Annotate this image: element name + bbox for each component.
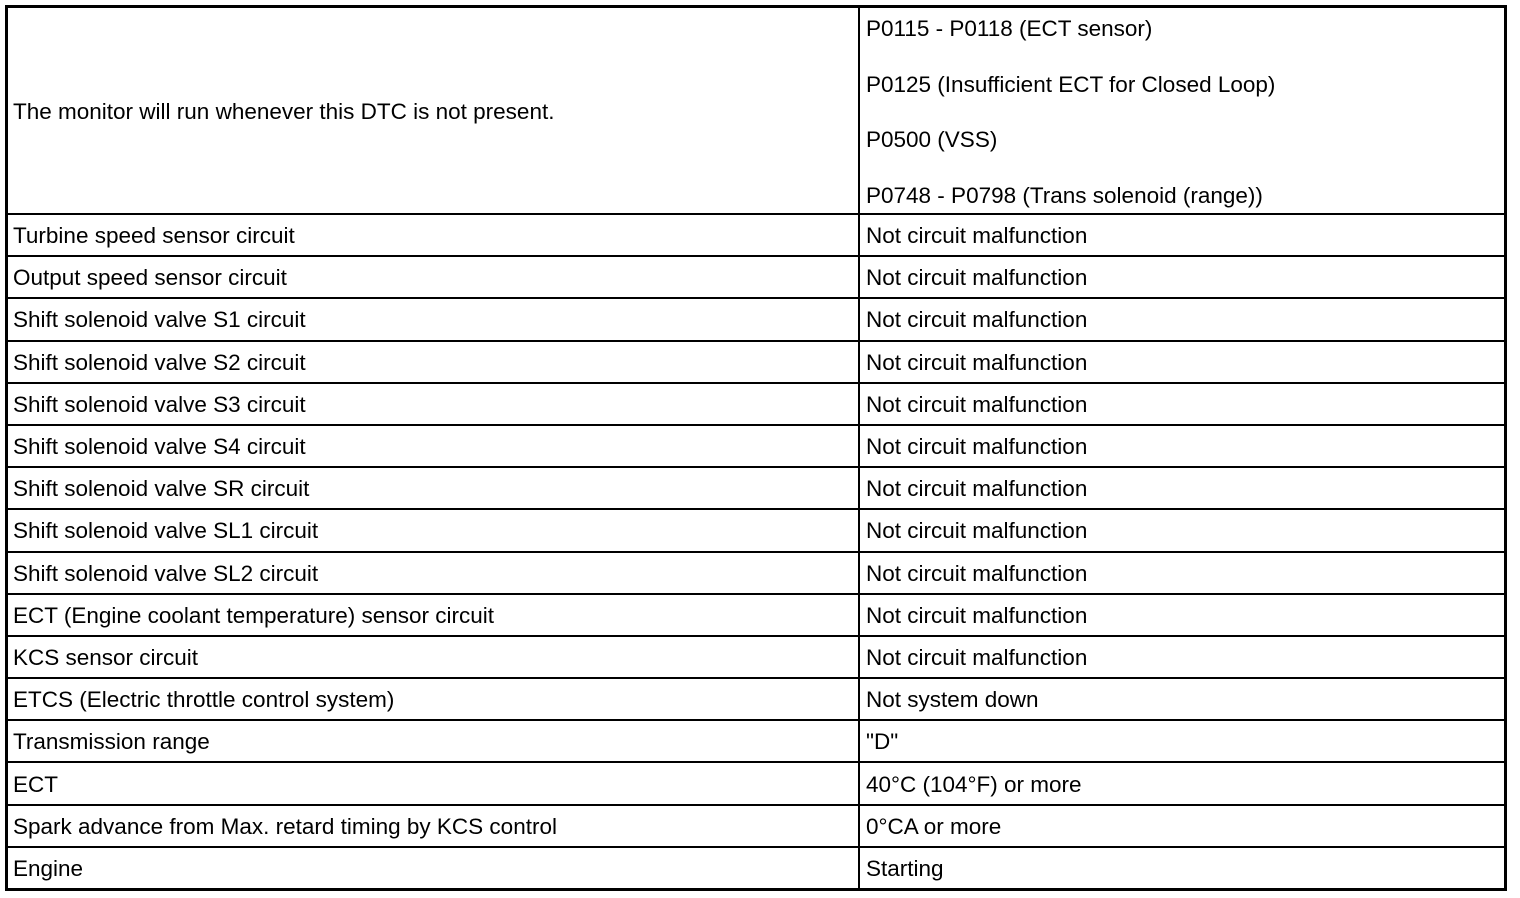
dtc-item: P0500 (VSS) — [866, 127, 998, 153]
value-cell: Not system down — [858, 679, 1504, 720]
value-cell: Not circuit malfunction — [858, 215, 1504, 256]
table-row: Engine Starting — [8, 845, 1504, 888]
table-row: KCS sensor circuit Not circuit malfunctio… — [8, 634, 1504, 678]
value-cell: Not circuit malfunction — [858, 341, 1504, 382]
table-row: Shift solenoid valve SL2 circuit Not circ… — [8, 550, 1504, 593]
item-cell: Shift solenoid valve S3 circuit — [13, 391, 306, 417]
table-row: Output speed sensor circuit Not circuit m… — [8, 255, 1504, 298]
table-row: Shift solenoid valve S3 circuit Not circu… — [8, 381, 1504, 424]
table-row: Shift solenoid valve S1 circuit Not circu… — [8, 297, 1504, 340]
value-cell: Not circuit malfunction — [858, 636, 1504, 678]
item-cell: Spark advance from Max. retard timing by… — [13, 813, 557, 839]
dtc-item: P0125 (Insufficient ECT for Closed Loop) — [866, 71, 1276, 97]
item-cell: Transmission range — [13, 729, 210, 755]
table-row: Turbine speed sensor circuit Not circuit … — [8, 213, 1504, 256]
table-row: Shift solenoid valve S2 circuit Not circu… — [8, 339, 1504, 382]
item-cell: Turbine speed sensor circuit — [13, 223, 295, 249]
item-cell: Shift solenoid valve SL1 circuit — [13, 518, 319, 544]
item-cell: ETCS (Electric throttle control system) — [13, 687, 395, 713]
value-cell: Not circuit malfunction — [858, 257, 1504, 298]
value-cell: Not circuit malfunction — [858, 510, 1504, 551]
value-cell: Not circuit malfunction — [858, 594, 1504, 635]
value-cell: Starting — [858, 847, 1504, 888]
item-cell: ECT — [13, 771, 58, 797]
value-cell: 40°C (104°F) or more — [858, 763, 1504, 804]
item-cell: Engine — [13, 855, 84, 881]
table-row-dtc: The monitor will run whenever this DTC i… — [8, 8, 1504, 213]
value-cell: Not circuit malfunction — [858, 299, 1504, 340]
dtc-item: P0748 - P0798 (Trans solenoid (range)) — [866, 182, 1263, 208]
value-cell: Not circuit malfunction — [858, 468, 1504, 509]
value-cell: 0°CA or more — [858, 805, 1504, 846]
dtc-item: P0115 - P0118 (ECT sensor) — [866, 16, 1153, 41]
value-cell: "D" — [858, 721, 1504, 762]
table-row: Spark advance from Max. retard timing by… — [8, 803, 1504, 846]
table-row: ECT 40°C (104°F) or more — [8, 761, 1504, 804]
item-cell: KCS sensor circuit — [13, 644, 199, 670]
item-cell: ECT (Engine coolant temperature) sensor … — [13, 602, 495, 628]
table-row: Shift solenoid valve SL1 circuit Not circ… — [8, 508, 1504, 551]
value-cell: Not circuit malfunction — [858, 552, 1504, 593]
table-row: Shift solenoid valve S4 circuit Not circu… — [8, 423, 1504, 467]
item-cell: Shift solenoid valve SL2 circuit — [13, 560, 319, 586]
condition-cell: The monitor will run whenever this DTC i… — [13, 98, 555, 124]
table-row: Transmission range "D" — [8, 719, 1504, 762]
item-cell: Shift solenoid valve S4 circuit — [13, 434, 306, 460]
table-row: Shift solenoid valve SR circuit Not circu… — [8, 466, 1504, 509]
item-cell: Shift solenoid valve S1 circuit — [13, 307, 306, 333]
item-cell: Output speed sensor circuit — [13, 265, 287, 291]
table-row: ETCS (Electric throttle control system) N… — [8, 677, 1504, 720]
conditions-table: The monitor will run whenever this DTC i… — [5, 5, 1507, 891]
item-cell: Shift solenoid valve SR circuit — [13, 476, 310, 502]
value-cell: Not circuit malfunction — [858, 383, 1504, 424]
dtc-list-cell: P0115 - P0118 (ECT sensor) P0125 (Insuff… — [858, 8, 1504, 213]
table-row: ECT (Engine coolant temperature) sensor … — [8, 592, 1504, 635]
value-cell: Not circuit malfunction — [858, 425, 1504, 467]
item-cell: Shift solenoid valve S2 circuit — [13, 349, 306, 375]
